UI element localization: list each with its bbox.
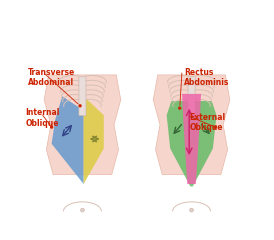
- Circle shape: [178, 107, 181, 110]
- PathPatch shape: [153, 75, 230, 174]
- Circle shape: [81, 208, 84, 212]
- Polygon shape: [182, 94, 201, 184]
- Text: Internal
Oblique: Internal Oblique: [25, 108, 60, 127]
- Text: Transverse
Abdominal: Transverse Abdominal: [28, 68, 75, 87]
- FancyBboxPatch shape: [79, 77, 86, 116]
- PathPatch shape: [44, 75, 121, 174]
- Text: External
Oblique: External Oblique: [189, 113, 225, 132]
- Circle shape: [214, 126, 217, 129]
- Circle shape: [78, 104, 82, 108]
- Polygon shape: [167, 101, 216, 186]
- Polygon shape: [52, 96, 84, 184]
- FancyBboxPatch shape: [188, 77, 195, 116]
- Text: Rectus
Abdominis: Rectus Abdominis: [184, 68, 230, 87]
- Polygon shape: [84, 96, 104, 184]
- Circle shape: [50, 126, 53, 129]
- Circle shape: [190, 208, 193, 212]
